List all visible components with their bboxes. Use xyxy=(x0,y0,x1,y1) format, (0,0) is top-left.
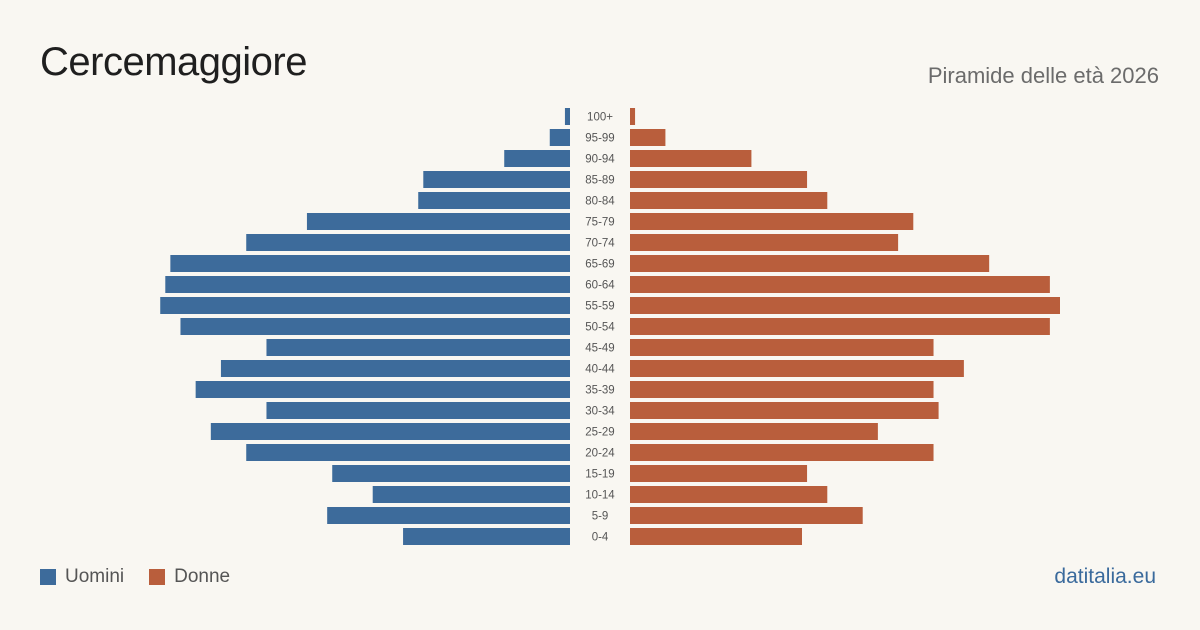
age-label-95-99: 95-99 xyxy=(585,133,614,145)
bar-women-90-94 xyxy=(630,150,752,167)
bar-women-15-19 xyxy=(630,465,808,482)
bar-women-95-99 xyxy=(630,129,666,146)
bar-women-100plus xyxy=(630,108,636,125)
chart-subtitle: Piramide delle età 2026 xyxy=(927,63,1159,88)
women-bars-group xyxy=(630,108,1060,545)
bar-women-0-4 xyxy=(630,528,802,545)
bar-women-70-74 xyxy=(630,234,899,251)
legend: Uomini Donne xyxy=(40,566,255,588)
bar-women-35-39 xyxy=(630,381,934,398)
age-label-85-89: 85-89 xyxy=(585,175,614,187)
men-bars-group xyxy=(160,108,571,545)
age-label-90-94: 90-94 xyxy=(585,154,615,166)
age-label-30-34: 30-34 xyxy=(585,406,615,418)
bar-men-55-59 xyxy=(160,297,570,314)
bar-men-25-29 xyxy=(210,423,570,440)
bar-women-20-24 xyxy=(630,444,934,461)
age-label-10-14: 10-14 xyxy=(585,490,615,502)
age-label-25-29: 25-29 xyxy=(585,427,614,439)
age-label-80-84: 80-84 xyxy=(585,196,615,208)
bar-women-60-64 xyxy=(630,276,1050,293)
bar-men-5-9 xyxy=(327,507,570,524)
age-label-60-64: 60-64 xyxy=(585,280,615,292)
brand-link[interactable]: datitalia.eu xyxy=(1054,565,1156,588)
bar-men-15-19 xyxy=(332,465,570,482)
bar-women-85-89 xyxy=(630,171,808,188)
age-label-5-9: 5-9 xyxy=(592,511,609,523)
bar-women-25-29 xyxy=(630,423,878,440)
bar-women-30-34 xyxy=(630,402,939,419)
bar-men-50-54 xyxy=(180,318,570,335)
legend-item-women: Donne xyxy=(149,566,230,588)
bar-women-45-49 xyxy=(630,339,934,356)
age-label-55-59: 55-59 xyxy=(585,301,614,313)
legend-swatch-women xyxy=(149,569,166,585)
age-label-35-39: 35-39 xyxy=(585,385,614,397)
bar-men-60-64 xyxy=(165,276,570,293)
bar-men-40-44 xyxy=(220,360,571,377)
age-label-15-19: 15-19 xyxy=(585,469,614,481)
bar-men-85-89 xyxy=(423,171,570,188)
age-label-50-54: 50-54 xyxy=(585,322,615,334)
age-label-70-74: 70-74 xyxy=(585,238,615,250)
page-title: Cercemaggiore xyxy=(40,40,307,84)
legend-item-men: Uomini xyxy=(40,566,124,588)
bar-men-45-49 xyxy=(266,339,570,356)
bar-women-80-84 xyxy=(630,192,828,209)
bar-women-75-79 xyxy=(630,213,914,230)
bar-men-65-69 xyxy=(170,255,570,272)
bar-men-80-84 xyxy=(418,192,570,209)
bar-men-75-79 xyxy=(306,213,570,230)
bar-women-65-69 xyxy=(630,255,990,272)
bar-men-35-39 xyxy=(195,381,570,398)
bar-men-90-94 xyxy=(504,150,570,167)
age-label-40-44: 40-44 xyxy=(585,364,615,376)
bar-men-70-74 xyxy=(246,234,570,251)
bar-women-50-54 xyxy=(630,318,1050,335)
bar-men-95-99 xyxy=(549,129,570,146)
legend-label-women: Donne xyxy=(174,566,231,587)
bar-women-55-59 xyxy=(630,297,1060,314)
age-labels-group: 100+ 95-99 90-94 85-89 80-84 75-79 70-74 65-69 6… xyxy=(585,112,615,544)
bar-men-100plus xyxy=(564,108,570,125)
bar-men-0-4 xyxy=(403,528,570,545)
age-label-100plus: 100+ xyxy=(587,112,613,124)
age-label-20-24: 20-24 xyxy=(585,448,615,460)
bar-women-5-9 xyxy=(630,507,863,524)
age-label-0-4: 0-4 xyxy=(592,532,609,544)
age-label-75-79: 75-79 xyxy=(585,217,614,229)
bar-men-20-24 xyxy=(246,444,570,461)
legend-label-men: Uomini xyxy=(65,566,125,587)
age-label-65-69: 65-69 xyxy=(585,259,614,271)
age-label-45-49: 45-49 xyxy=(585,343,614,355)
bar-women-40-44 xyxy=(630,360,964,377)
bar-men-10-14 xyxy=(372,486,570,503)
bar-women-10-14 xyxy=(630,486,828,503)
legend-swatch-men xyxy=(40,569,56,585)
bar-men-30-34 xyxy=(266,402,570,419)
